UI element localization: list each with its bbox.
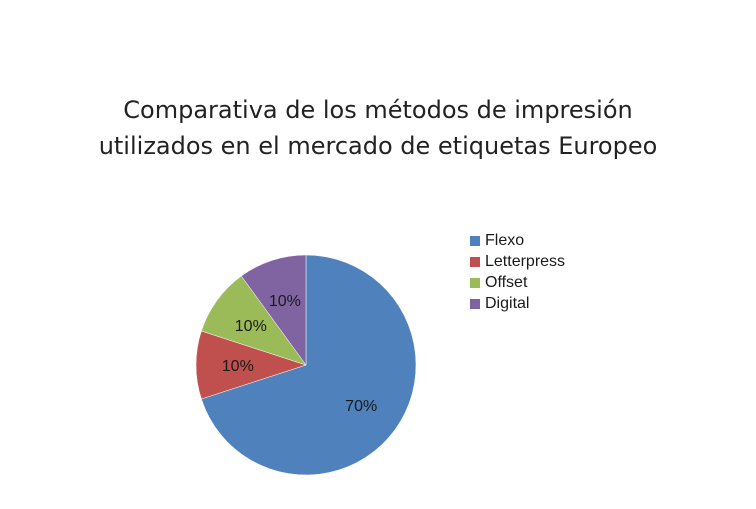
legend-swatch: [470, 235, 480, 246]
legend-item-letterpress: Letterpress: [470, 251, 565, 272]
legend-label: Letterpress: [485, 252, 566, 270]
pie-slice-digital: [240, 254, 307, 366]
legend-label: Digital: [485, 294, 530, 312]
legend-swatch: [470, 256, 480, 267]
chart-title-line-2: utilizados en el mercado de etiquetas Eu…: [98, 132, 658, 160]
legend-item-flexo: Flexo: [470, 230, 565, 251]
pie-slice-flexo: [201, 254, 417, 476]
legend-swatch: [470, 298, 480, 309]
data-label-letterpress: 10%: [222, 358, 254, 375]
legend-item-offset: Offset: [470, 272, 565, 293]
chart-title: Comparativa de los métodos de impresión …: [0, 92, 756, 164]
data-label-offset: 10%: [235, 318, 267, 335]
legend-item-digital: Digital: [470, 293, 565, 314]
legend-swatch: [470, 277, 480, 288]
data-label-digital: 10%: [269, 293, 301, 310]
chart-legend: Flexo Letterpress Offset Digital: [470, 230, 565, 314]
data-label-flexo: 70%: [345, 398, 377, 415]
legend-label: Flexo: [485, 231, 525, 249]
chart-title-line-1: Comparativa de los métodos de impresión: [123, 96, 633, 124]
legend-label: Offset: [485, 273, 528, 291]
